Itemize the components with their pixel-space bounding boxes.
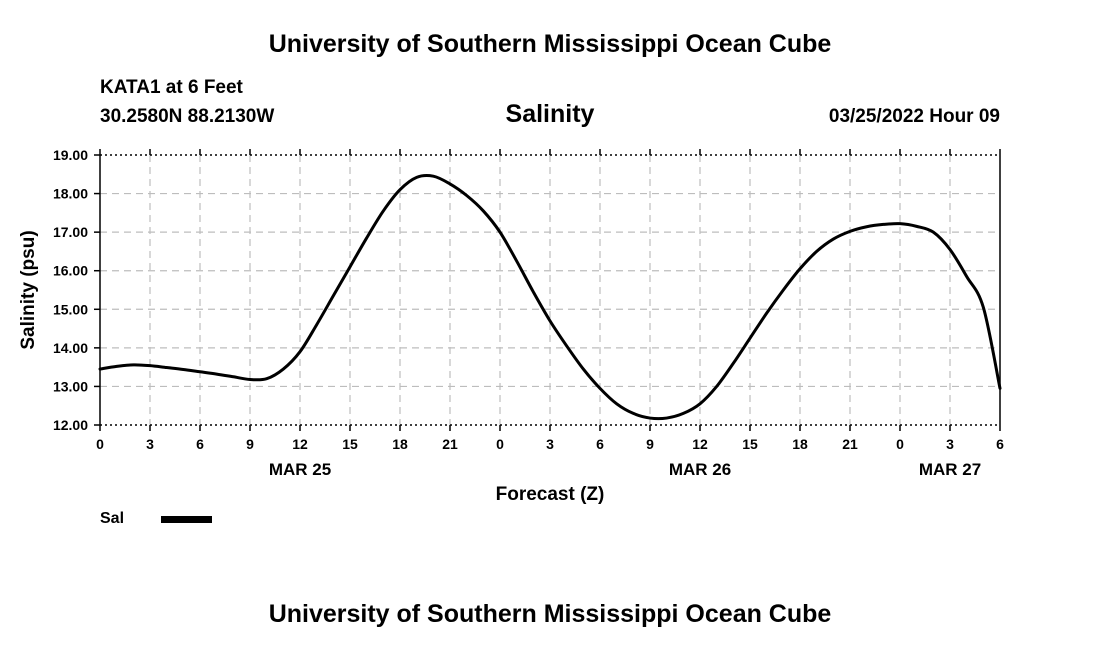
forecast-timestamp: 03/25/2022 Hour 09 bbox=[828, 106, 1000, 127]
x-tick-label: 12 bbox=[692, 436, 708, 452]
y-tick-label: 15.00 bbox=[53, 301, 88, 317]
chart-subtitle: Salinity bbox=[505, 100, 595, 128]
x-tick-label: 3 bbox=[546, 436, 554, 452]
x-axis-title: Forecast (Z) bbox=[496, 484, 605, 505]
x-tick-label: 18 bbox=[792, 436, 808, 452]
station-coordinates: 30.2580N 88.2130W bbox=[100, 106, 275, 127]
legend-swatch bbox=[161, 516, 212, 523]
date-label: MAR 26 bbox=[669, 460, 731, 479]
date-label: MAR 27 bbox=[919, 460, 981, 479]
x-tick-label: 9 bbox=[646, 436, 654, 452]
x-tick-label: 6 bbox=[596, 436, 604, 452]
y-tick-label: 18.00 bbox=[53, 186, 88, 202]
x-tick-label: 18 bbox=[392, 436, 408, 452]
y-tick-label: 19.00 bbox=[53, 147, 88, 163]
footer-title: University of Southern Mississippi Ocean… bbox=[268, 600, 832, 628]
x-tick-label: 3 bbox=[146, 436, 154, 452]
station-label: KATA1 at 6 Feet bbox=[100, 77, 243, 98]
x-tick-label: 15 bbox=[742, 436, 758, 452]
x-tick-label: 0 bbox=[96, 436, 104, 452]
x-tick-label: 15 bbox=[342, 436, 358, 452]
series-line-sal bbox=[98, 174, 1002, 421]
y-tick-label: 17.00 bbox=[53, 224, 88, 240]
x-tick-label: 3 bbox=[946, 436, 954, 452]
x-tick-label: 21 bbox=[442, 436, 458, 452]
legend-label: Sal bbox=[100, 510, 125, 527]
x-tick-label: 0 bbox=[896, 436, 904, 452]
x-tick-label: 21 bbox=[842, 436, 858, 452]
x-tick-label: 6 bbox=[996, 436, 1004, 452]
y-tick-label: 12.00 bbox=[53, 417, 88, 433]
x-tick-label: 9 bbox=[246, 436, 254, 452]
y-tick-label: 13.00 bbox=[53, 378, 88, 394]
x-tick-label: 6 bbox=[196, 436, 204, 452]
chart-title: University of Southern Mississippi Ocean… bbox=[268, 30, 832, 58]
x-tick-label: 12 bbox=[292, 436, 308, 452]
x-tick-label: 0 bbox=[496, 436, 504, 452]
date-label: MAR 25 bbox=[269, 460, 331, 479]
y-tick-label: 14.00 bbox=[53, 340, 88, 356]
y-tick-label: 16.00 bbox=[53, 263, 88, 279]
y-axis-title: Salinity (psu) bbox=[18, 230, 39, 349]
